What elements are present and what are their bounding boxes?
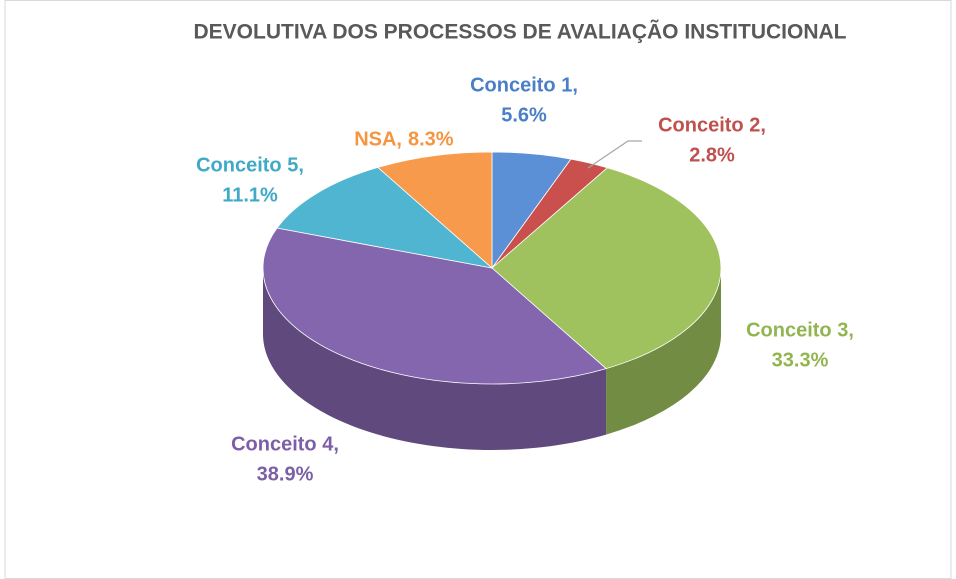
data-label-value: 38.9% bbox=[257, 463, 314, 485]
data-label-name: Conceito 3, bbox=[746, 319, 854, 341]
data-label-name: NSA, bbox=[354, 128, 402, 150]
pie-slice bbox=[276, 166, 494, 269]
data-label-name: Conceito 1, bbox=[470, 74, 578, 96]
pie-slice-side bbox=[263, 268, 607, 451]
leader-line bbox=[587, 140, 642, 169]
data-label-name: Conceito 2, bbox=[658, 114, 766, 136]
data-label-name: Conceito 5, bbox=[196, 154, 304, 176]
data-label-value: 8.3% bbox=[408, 128, 454, 150]
data-label-name: Conceito 4, bbox=[231, 433, 339, 455]
pie-slice-side bbox=[606, 268, 721, 435]
data-label-value: 11.1% bbox=[222, 184, 278, 206]
chart-title: DEVOLUTIVA DOS PROCESSOS DE AVALIAÇÃO IN… bbox=[194, 21, 847, 44]
data-label-value: 33.3% bbox=[772, 349, 829, 371]
pie-slice bbox=[262, 227, 607, 385]
data-label-value: 5.6% bbox=[501, 104, 547, 126]
data-label-value: 2.8% bbox=[689, 144, 735, 166]
pie-slice bbox=[377, 151, 493, 269]
